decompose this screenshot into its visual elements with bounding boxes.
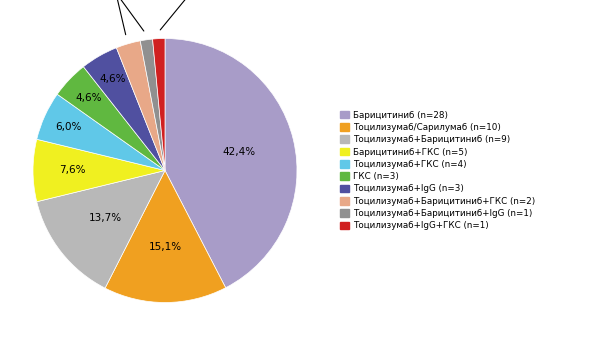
- Wedge shape: [57, 67, 165, 170]
- Text: 3,0%: 3,0%: [101, 0, 128, 35]
- Legend: Барицитиниб (n=28), Тоцилизумаб/Сарилумаб (n=10), Тоцилизумаб+Барицитиниб (n=9),: Барицитиниб (n=28), Тоцилизумаб/Сарилума…: [340, 110, 535, 231]
- Wedge shape: [33, 139, 165, 202]
- Wedge shape: [37, 94, 165, 170]
- Wedge shape: [116, 41, 165, 170]
- Wedge shape: [152, 39, 165, 170]
- Text: 42,4%: 42,4%: [223, 147, 256, 158]
- Text: 13,7%: 13,7%: [88, 213, 122, 223]
- Text: 7,6%: 7,6%: [59, 165, 86, 176]
- Wedge shape: [165, 39, 297, 288]
- Text: 6,0%: 6,0%: [56, 122, 82, 132]
- Wedge shape: [140, 39, 165, 170]
- Text: 4,6%: 4,6%: [75, 93, 102, 103]
- Text: 1,5%: 1,5%: [83, 0, 144, 31]
- Wedge shape: [83, 48, 165, 170]
- Text: 1,5%: 1,5%: [160, 0, 215, 30]
- Wedge shape: [105, 170, 226, 302]
- Text: 15,1%: 15,1%: [149, 242, 182, 252]
- Text: 4,6%: 4,6%: [99, 74, 125, 84]
- Wedge shape: [37, 170, 165, 288]
